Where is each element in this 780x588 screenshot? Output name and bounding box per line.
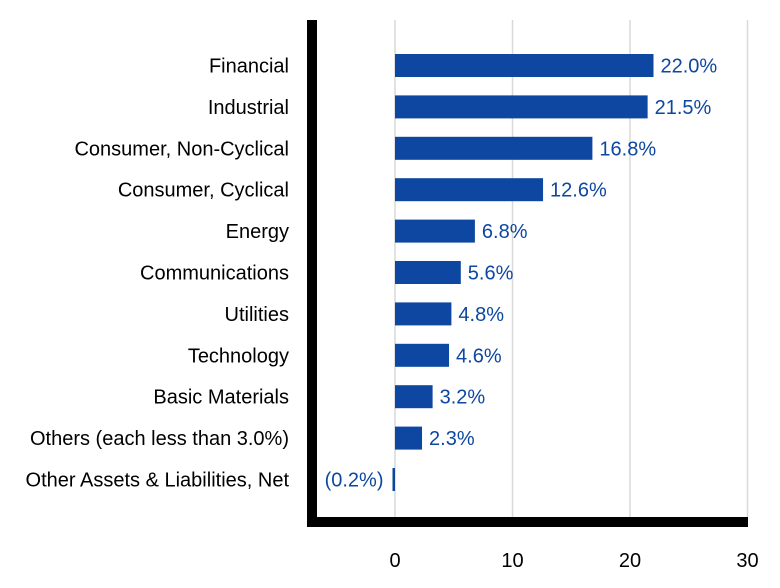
category-label-utilities: Utilities — [225, 304, 289, 326]
x-tick-label-10: 10 — [501, 550, 523, 572]
bar-communications — [395, 261, 461, 284]
data-label-technology: 4.6% — [456, 345, 502, 367]
category-label-others-each-less-than-3-0: Others (each less than 3.0%) — [30, 428, 289, 450]
category-label-industrial: Industrial — [208, 97, 289, 119]
x-axis-line — [307, 517, 748, 527]
bar-financial — [395, 54, 654, 77]
bar-consumer-cyclical — [395, 178, 544, 202]
x-tick-label-30: 30 — [736, 550, 758, 572]
data-label-consumer-cyclical: 12.6% — [550, 180, 607, 202]
data-label-communications: 5.6% — [468, 263, 514, 285]
category-label-financial: Financial — [209, 56, 289, 78]
data-label-industrial: 21.5% — [655, 97, 712, 119]
data-label-basic-materials: 3.2% — [440, 387, 486, 409]
bars — [392, 54, 654, 491]
bar-energy — [395, 219, 475, 243]
data-label-financial: 22.0% — [661, 56, 718, 78]
data-label-others-each-less-than-3-0: 2.3% — [429, 428, 475, 450]
x-tick-labels: 0 10 20 30 — [389, 550, 758, 572]
category-labels: Financial Industrial Consumer, Non-Cyclica… — [26, 56, 290, 492]
bar-utilities — [395, 302, 452, 326]
bar-basic-materials — [395, 385, 433, 409]
category-label-technology: Technology — [188, 345, 289, 367]
category-label-energy: Energy — [226, 221, 289, 243]
axes — [307, 20, 748, 527]
y-axis-line — [307, 20, 317, 527]
bar-consumer-non-cyclical — [395, 136, 593, 160]
category-label-consumer-cyclical: Consumer, Cyclical — [118, 180, 289, 202]
data-label-energy: 6.8% — [482, 221, 528, 243]
x-tick-label-20: 20 — [619, 550, 641, 572]
category-label-communications: Communications — [140, 263, 289, 285]
category-label-consumer-non-cyclical: Consumer, Non-Cyclical — [74, 138, 289, 160]
data-label-other-assets-liabilities-net: (0.2%) — [325, 470, 384, 492]
data-labels: 22.0% 21.5% 16.8% 12.6% 6.8% 5.6% 4.8% 4.6% 3.2%… — [325, 56, 718, 492]
category-label-basic-materials: Basic Materials — [153, 387, 289, 409]
data-label-consumer-non-cyclical: 16.8% — [599, 138, 656, 160]
bar-others-each-less-than-3-0 — [395, 426, 423, 450]
data-label-utilities: 4.8% — [458, 304, 504, 326]
bar-industrial — [395, 95, 648, 119]
bar-technology — [395, 343, 450, 367]
x-tick-label-0: 0 — [389, 550, 400, 572]
category-label-other-assets-liabilities-net: Other Assets & Liabilities, Net — [26, 470, 290, 492]
bar-other-assets-liabilities-net — [392, 468, 395, 491]
